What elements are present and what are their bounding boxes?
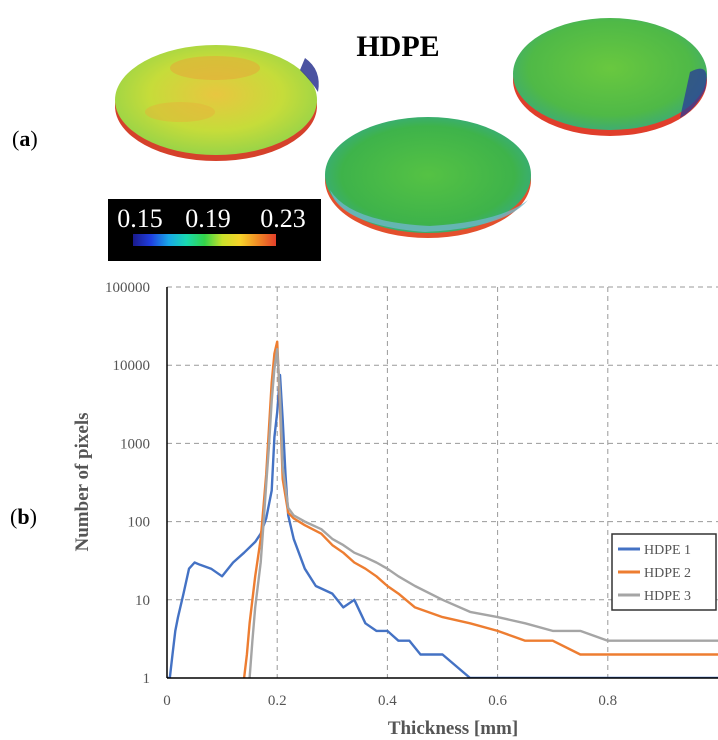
x-tick-label: 0: [163, 693, 171, 709]
colorbar: 0.15 0.19 0.23: [108, 199, 321, 261]
y-tick-label: 1000: [120, 436, 150, 452]
y-tick-label: 10: [135, 593, 150, 609]
legend-entry: HDPE 1: [644, 543, 691, 558]
series-line-1: [167, 373, 718, 678]
panel-b: (b) 0 0.2 0.4 0.6 0.8 1 10 100 1000 10000 100000 T…: [10, 280, 718, 739]
y-tick-label: 10000: [113, 358, 151, 374]
panel-a-title: HDPE: [356, 30, 439, 63]
panel-b-label: (b): [10, 504, 37, 529]
legend-entry: HDPE 3: [644, 589, 691, 604]
x-tick-label: 0.4: [378, 693, 397, 709]
panel-a-label: (a): [12, 126, 38, 151]
colorbar-tick-label: 0.23: [260, 204, 306, 233]
thickness-map-disc-1: [115, 45, 319, 161]
series-line-2: [242, 340, 718, 678]
chart-axes: [166, 287, 718, 679]
chart-tick-labels: 0 0.2 0.4 0.6 0.8 1 10 100 1000 10000 100000: [105, 280, 617, 709]
chart: 0 0.2 0.4 0.6 0.8 1 10 100 1000 10000 100000 Thick…: [72, 280, 718, 739]
panel-a: (a) HDPE 0.15 0.19 0.23: [12, 18, 707, 261]
colorbar-background: [108, 199, 321, 261]
y-tick-label: 100000: [105, 280, 150, 296]
chart-legend: HDPE 1 HDPE 2 HDPE 3: [611, 533, 717, 611]
y-tick-label: 100: [128, 515, 151, 531]
x-tick-label: 0.8: [598, 693, 617, 709]
colorbar-scale: [133, 234, 276, 246]
legend-entry: HDPE 2: [644, 566, 691, 581]
chart-grid: [167, 286, 718, 678]
x-tick-label: 0.2: [268, 693, 287, 709]
colorbar-tick-label: 0.19: [185, 204, 231, 233]
thickness-map-disc-3: [513, 18, 707, 136]
series-line-3: [248, 348, 718, 678]
y-axis-label: Number of pixels: [72, 413, 93, 552]
x-tick-label: 0.6: [488, 693, 507, 709]
thickness-map-disc-2: [325, 117, 531, 238]
chart-series: [167, 340, 718, 678]
y-tick-label: 1: [143, 671, 151, 687]
colorbar-tick-label: 0.15: [117, 204, 163, 233]
x-axis-label: Thickness [mm]: [388, 718, 518, 739]
